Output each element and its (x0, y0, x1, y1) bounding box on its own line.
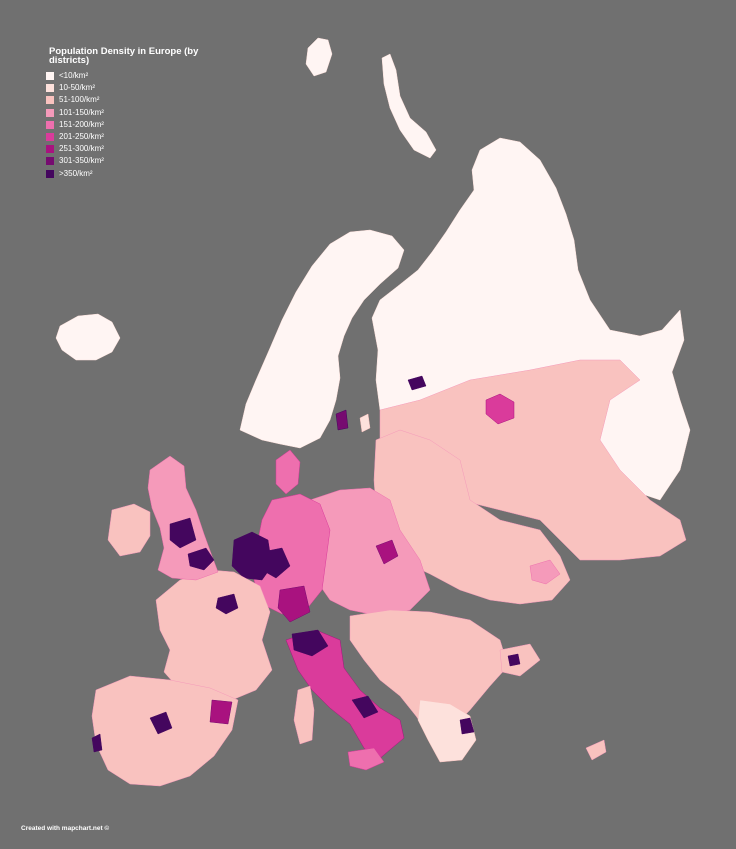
hotspot-stockholm (335, 409, 349, 431)
legend-swatch (46, 96, 54, 105)
legend-item: 251-300/km² (46, 143, 206, 155)
hotspot-paris (215, 593, 239, 615)
region-denmark (275, 449, 301, 495)
region-iceland (55, 313, 121, 361)
region-svalbard (305, 37, 333, 77)
map-credit: Created with mapchart.net © (21, 825, 110, 832)
legend-item: <10/km² (46, 70, 206, 82)
hotspot-warsaw (375, 539, 399, 565)
map-title: Population Density in Europe (by distric… (49, 46, 199, 66)
hotspot-moscow (485, 393, 515, 425)
legend-swatch (46, 145, 54, 154)
hotspot-ruhr (261, 547, 291, 579)
region-sardinia (293, 685, 315, 745)
hotspot-naples (351, 695, 379, 719)
hotspot-istanbul (507, 653, 521, 667)
region-france (155, 569, 273, 701)
hotspot-swiss (277, 585, 311, 623)
legend-label: 151-200/km² (59, 119, 104, 129)
legend-swatch (46, 120, 54, 129)
region-italy (285, 629, 405, 761)
legend-swatch (46, 108, 54, 117)
region-cyprus (585, 739, 607, 761)
hotspot-stpetersburg (407, 375, 427, 391)
hotspot-madrid (149, 711, 173, 735)
region-crimea (529, 559, 561, 585)
region-scandinavia (239, 229, 405, 449)
legend-item: 201-250/km² (46, 131, 206, 143)
legend-label: <10/km² (59, 71, 89, 81)
legend-label: 251-300/km² (59, 144, 104, 154)
region-sicily (347, 747, 385, 771)
hotspot-london (187, 547, 215, 571)
legend-label: >350/km² (59, 168, 93, 178)
legend-item: 101-150/km² (46, 107, 206, 119)
region-novaya-zemlya (381, 53, 437, 159)
map-legend: Population Density in Europe (by distric… (46, 47, 206, 180)
region-ireland (107, 503, 151, 557)
legend-item: 51-100/km² (46, 94, 206, 106)
legend-label: 101-150/km² (59, 107, 104, 117)
legend-label: 201-250/km² (59, 132, 104, 142)
region-turkey-edge (499, 643, 541, 677)
legend-item: >350/km² (46, 168, 206, 180)
legend-items: <10/km² 10-50/km² 51-100/km² 101-150/km² 151… (46, 70, 206, 180)
legend-swatch (46, 133, 54, 142)
legend-label: 10-50/km² (59, 83, 96, 93)
density-hotspots (91, 375, 521, 753)
hotspot-lisbon (91, 733, 103, 753)
legend-label: 301-350/km² (59, 156, 104, 166)
region-greece (417, 699, 477, 763)
hotspot-athens (459, 717, 475, 735)
legend-item: 10-50/km² (46, 82, 206, 94)
legend-item: 301-350/km² (46, 155, 206, 167)
hotspot-catalonia (209, 699, 233, 725)
region-great-britain (147, 455, 219, 581)
region-gotland (359, 413, 371, 433)
hotspot-midlands (169, 517, 197, 549)
legend-swatch (46, 84, 54, 93)
legend-label: 51-100/km² (59, 95, 100, 105)
hotspot-milan (291, 629, 329, 657)
legend-item: 151-200/km² (46, 119, 206, 131)
legend-swatch (46, 72, 54, 81)
legend-swatch (46, 157, 54, 166)
legend-swatch (46, 169, 54, 178)
